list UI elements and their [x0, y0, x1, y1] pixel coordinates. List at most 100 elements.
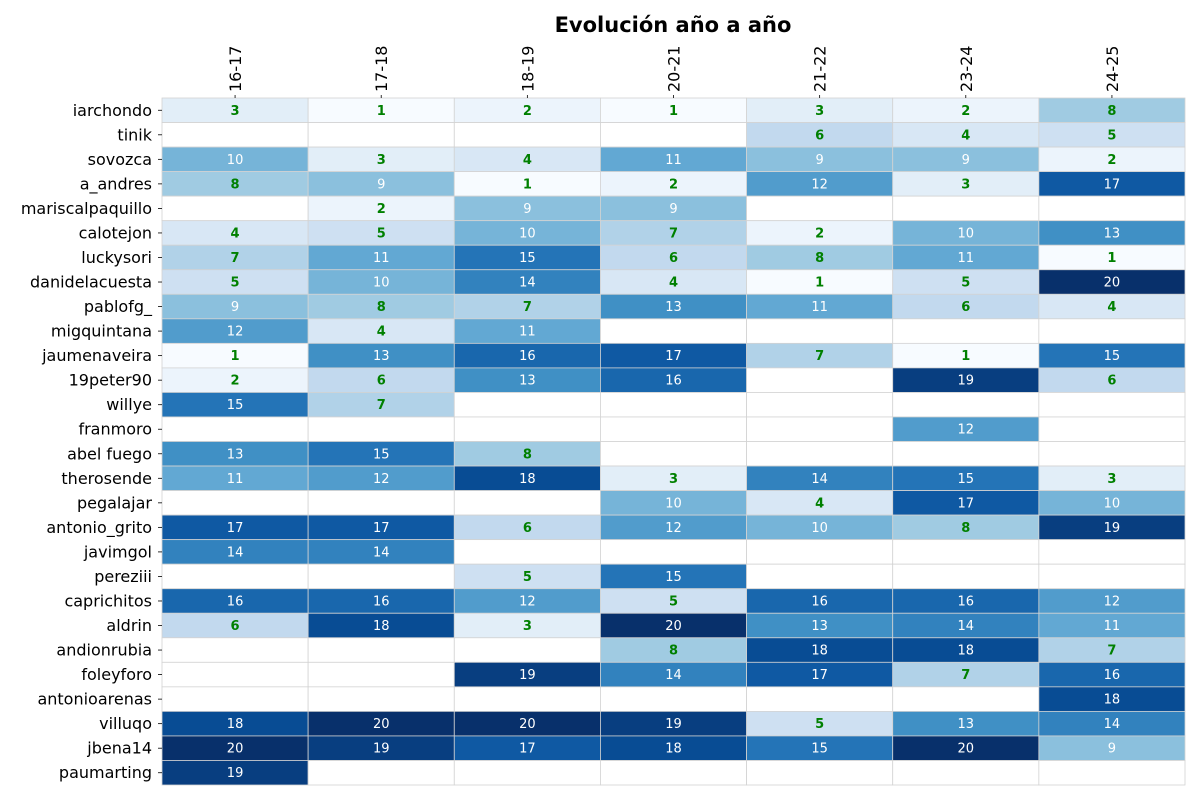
cell-value-label: 18: [665, 742, 682, 757]
cell-value-label: 16: [665, 374, 682, 389]
heatmap-cell: [453, 342, 601, 369]
heatmap-cell: [161, 735, 309, 761]
cell-value-label: 5: [1107, 128, 1116, 143]
cell-value-label: 13: [1104, 226, 1121, 241]
heatmap-cell: [746, 539, 894, 565]
cell-value-label: 20: [665, 619, 682, 634]
heatmap-cell: [161, 367, 309, 393]
cell-value-label: 16: [227, 594, 244, 609]
heatmap-cell: [307, 392, 455, 418]
heatmap-cell: [600, 563, 747, 590]
row-labels: iarchondo tinik sovozca a_andres mariscalpaq…: [21, 101, 162, 782]
column-tick-label: 23-24: [957, 46, 976, 93]
heatmap-cell: [161, 588, 309, 614]
heatmap-cell: [892, 392, 1040, 418]
cell-value-label: 4: [961, 128, 970, 143]
cell-value-label: 10: [227, 153, 244, 168]
cell-value-label: 2: [961, 104, 970, 119]
cell-value-label: 15: [958, 472, 975, 487]
heatmap-cell: [600, 612, 747, 639]
heatmap-cell: [600, 760, 747, 786]
cell-value-label: 7: [377, 398, 386, 413]
cell-value-label: 18: [958, 644, 975, 659]
heatmap-cell: [1038, 122, 1186, 148]
cell-value-label: 4: [1107, 300, 1116, 315]
cell-value-label: 2: [1107, 153, 1116, 168]
cell-value-label: 18: [811, 644, 828, 659]
heatmap-cell: [1038, 318, 1186, 344]
heatmap-cell: [600, 588, 747, 614]
heatmap-cell: [600, 661, 747, 688]
cell-value-label: 15: [519, 251, 536, 266]
cell-value-label: 16: [519, 349, 536, 364]
cell-value-label: 12: [958, 423, 975, 438]
heatmap-cell: [161, 637, 309, 663]
row-tick-label: calotejon: [79, 223, 152, 242]
heatmap-cell: [746, 367, 894, 393]
heatmap-cell: [453, 171, 601, 197]
row-tick-label: pereziii: [94, 567, 152, 586]
heatmap-cell: [892, 686, 1040, 712]
cell-value-label: 6: [669, 251, 678, 266]
heatmap-cell: [892, 318, 1040, 344]
cell-value-label: 5: [523, 570, 532, 585]
heatmap-cell: [600, 490, 747, 516]
cell-value-label: 1: [815, 276, 824, 291]
cell-value-label: 4: [377, 325, 386, 340]
heatmap-cell: [600, 171, 747, 197]
row-tick-label: a_andres: [80, 174, 152, 194]
heatmap-cell: [600, 269, 747, 295]
heatmap-cell: [600, 710, 747, 737]
heatmap-cell: [161, 97, 309, 123]
cell-value-label: 20: [519, 717, 536, 732]
heatmap-cell: [1038, 171, 1186, 197]
heatmap-cell: [600, 416, 747, 442]
heatmap-cell: [453, 686, 601, 712]
cell-value-label: 15: [1104, 349, 1121, 364]
cell-value-label: 19: [373, 742, 390, 757]
heatmap-cell: [746, 171, 894, 197]
heatmap-cell: [892, 416, 1040, 442]
row-tick-label: andionrubia: [56, 641, 152, 660]
cell-value-label: 1: [669, 104, 678, 119]
cell-value-label: 9: [1108, 742, 1116, 757]
heatmap-cell: [307, 195, 455, 222]
cell-value-label: 13: [811, 619, 828, 634]
heatmap-cell: [892, 539, 1040, 565]
cell-value-label: 3: [231, 104, 240, 119]
column-tick-label: 21-22: [811, 46, 830, 93]
heatmap-cell: [892, 146, 1040, 173]
cell-value-label: 1: [377, 104, 386, 119]
heatmap-cell: [746, 441, 894, 467]
heatmap-cell: [453, 563, 601, 590]
row-tick-label: willye: [106, 395, 152, 414]
heatmap-cell: [746, 760, 894, 786]
heatmap-cell: [453, 760, 601, 786]
cell-value-label: 11: [958, 251, 975, 266]
cell-value-label: 4: [815, 496, 824, 511]
heatmap-cell: [600, 122, 747, 148]
heatmap-cell: [307, 490, 455, 516]
cell-value-label: 17: [1104, 177, 1121, 192]
heatmap-cell: [161, 220, 309, 246]
cell-value-label: 5: [815, 717, 824, 732]
heatmap-cell: [600, 318, 747, 344]
row-tick-label: abel fuego: [67, 444, 152, 463]
row-tick-label: aldrin: [106, 616, 152, 635]
cell-value-label: 14: [1104, 717, 1121, 732]
cell-value-label: 17: [811, 668, 828, 683]
cell-value-label: 3: [1107, 472, 1116, 487]
heatmap-cell: [892, 465, 1040, 491]
cell-value-label: 6: [377, 374, 386, 389]
heatmap-cell: [1038, 146, 1186, 173]
cell-value-label: 10: [958, 226, 975, 241]
heatmap-cell: [161, 122, 309, 148]
heatmap-cell: [453, 367, 601, 393]
cell-value-label: 9: [377, 177, 385, 192]
heatmap-cell: [892, 760, 1040, 786]
heatmap-cell: [746, 392, 894, 418]
cell-value-label: 7: [231, 251, 240, 266]
cell-value-label: 13: [665, 300, 682, 315]
cell-value-label: 15: [811, 742, 828, 757]
